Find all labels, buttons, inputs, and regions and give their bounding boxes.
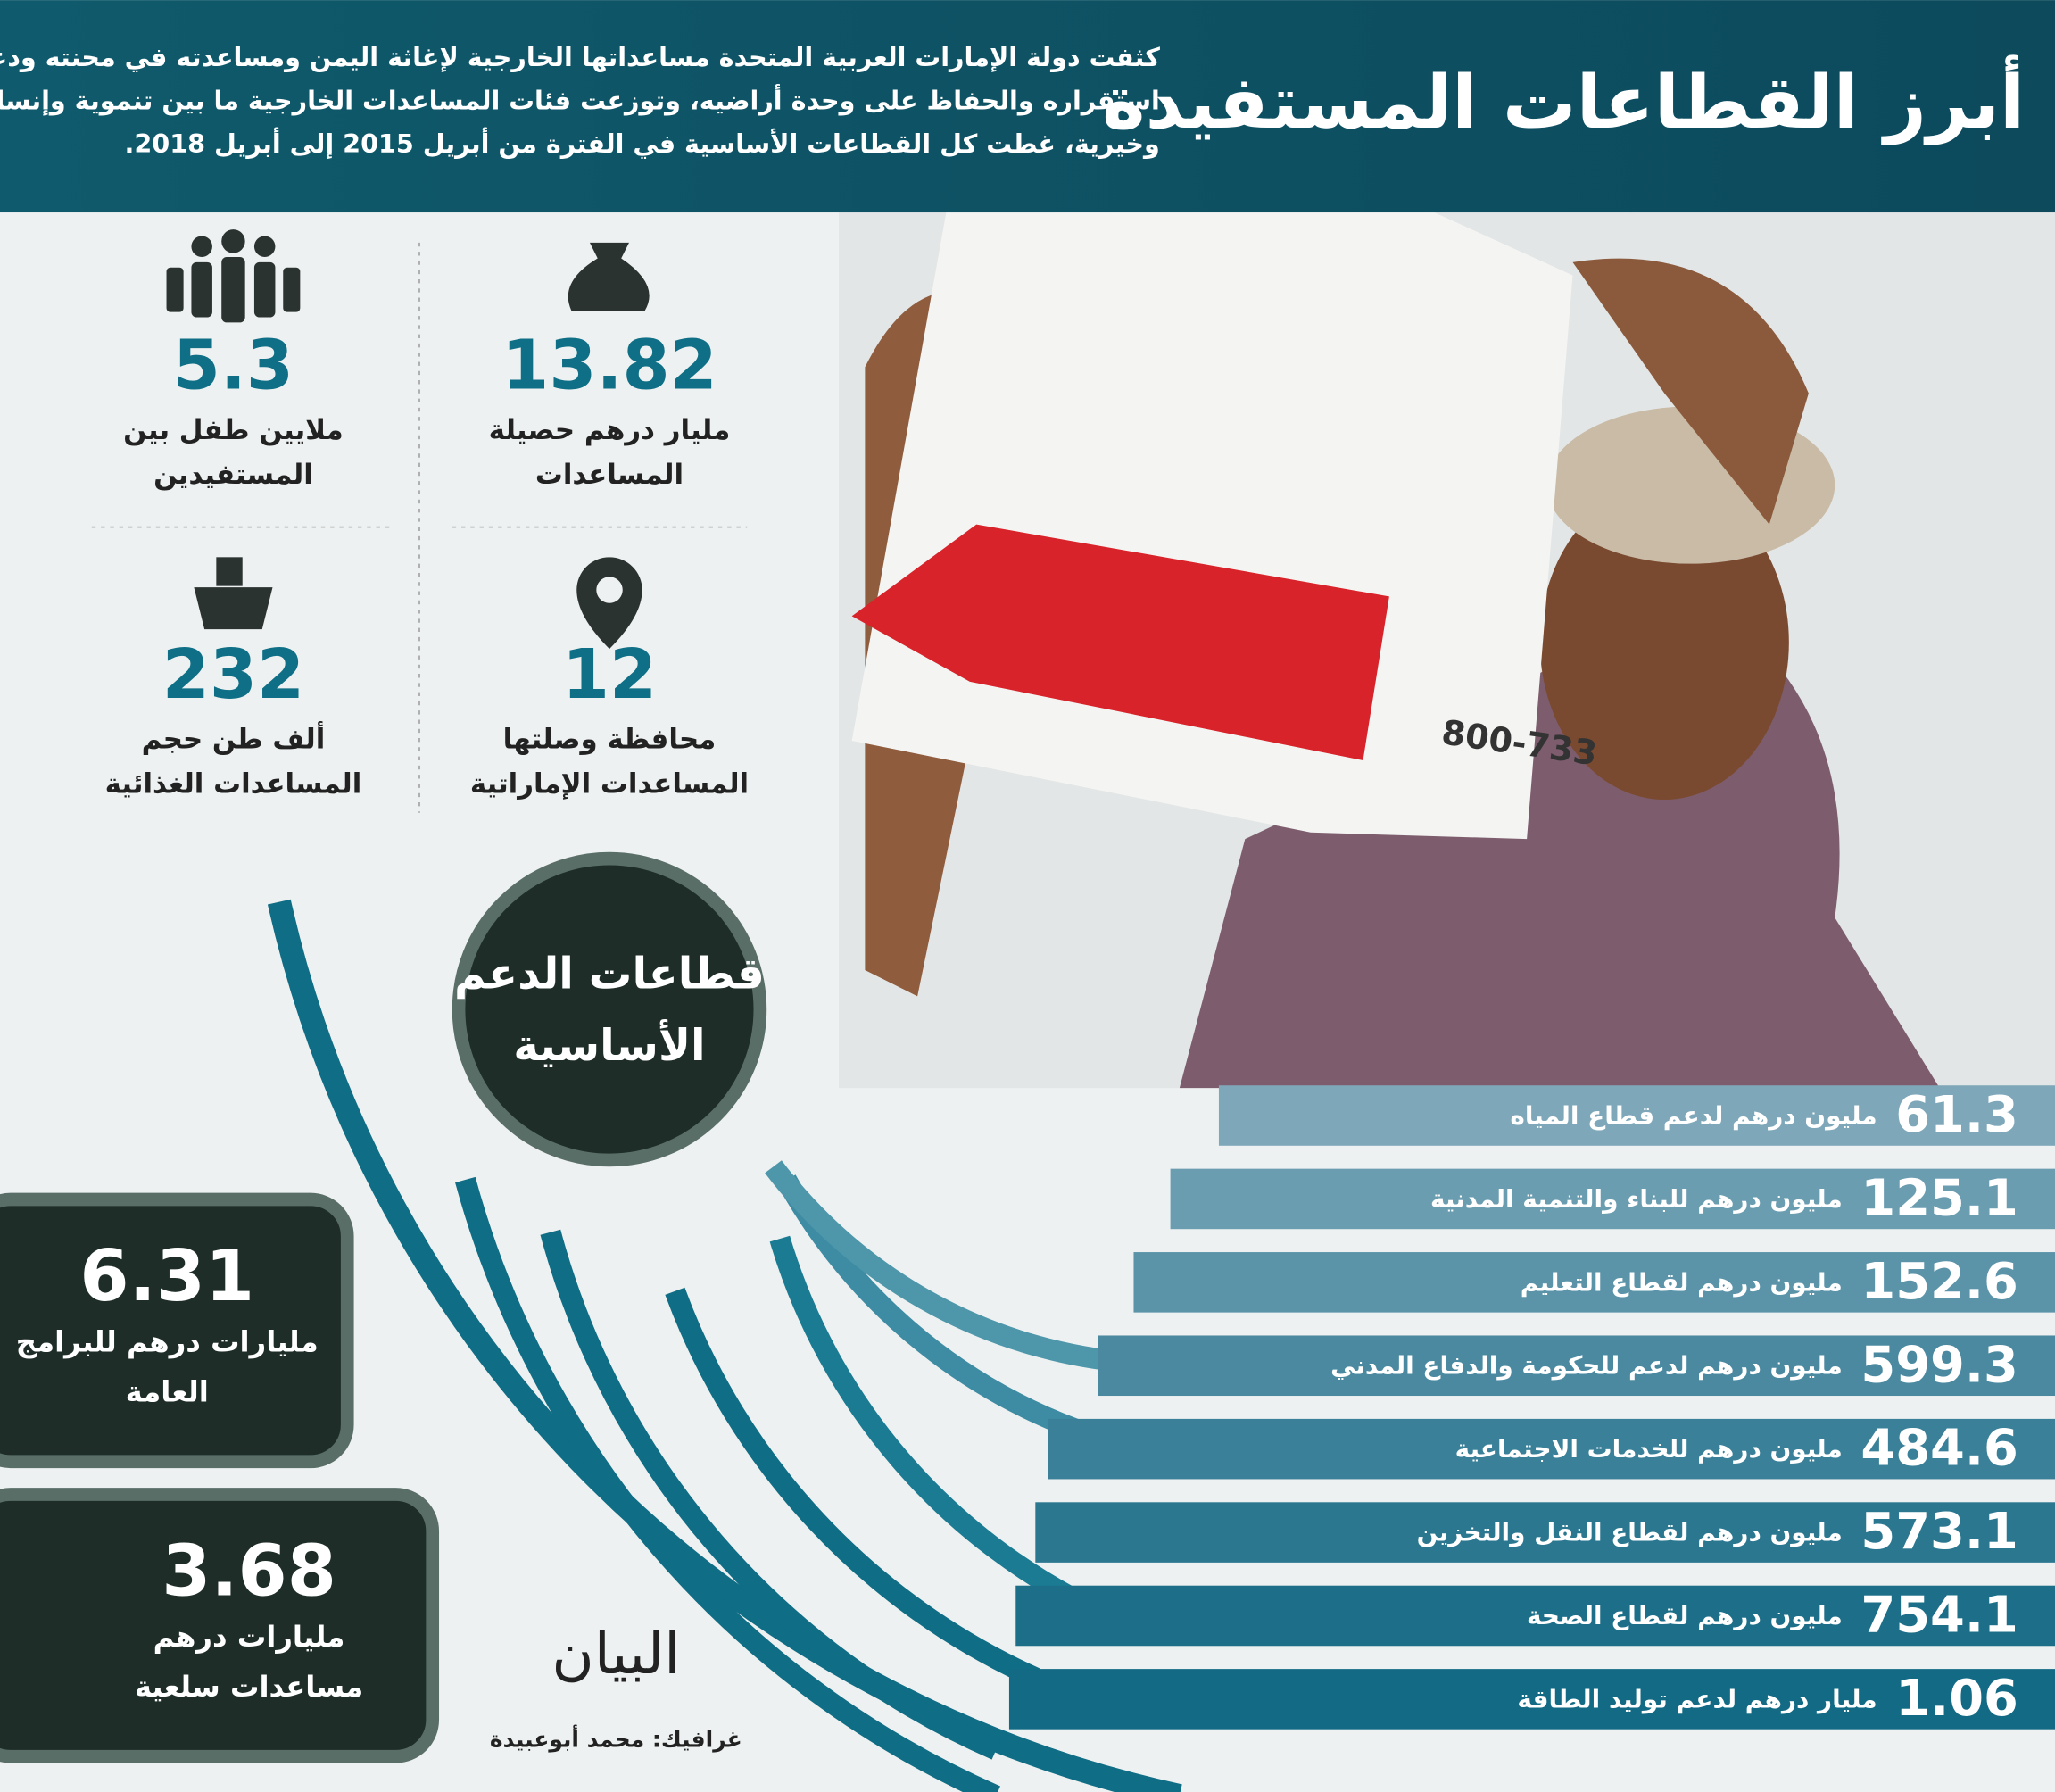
sector-label: مليون درهم للبناء والتنمية المدنية [1430, 1184, 1843, 1214]
stat-label: مليار درهم حصيلة [489, 414, 731, 446]
center-label: قطاعات الدعم [454, 949, 765, 999]
intro-line: وخيرية، غطت كل القطاعات الأساسية في الفت… [125, 127, 1160, 160]
sector-bar [1048, 1418, 2055, 1480]
stat-label: محافظة وصلتها [503, 723, 717, 755]
center-label: الأساسية [513, 1019, 705, 1071]
sector-value: 1.06 [1895, 1670, 2018, 1728]
sector-label: مليون درهم لقطاع التعليم [1521, 1267, 1843, 1297]
credit: غرافيك: محمد أبوعبيدة [490, 1725, 742, 1754]
total-label: مساعدات سلعية [135, 1670, 363, 1704]
sector-bar [1170, 1168, 2055, 1230]
stat-label: المستفيدين [153, 459, 313, 491]
stat-label: ملايين طفل بين [123, 414, 344, 446]
stat-label: المساعدات [535, 459, 684, 491]
sector-label: مليون درهم لقطاع الصحة [1527, 1601, 1843, 1630]
sector-label: مليون درهم لدعم قطاع المياه [1510, 1100, 1877, 1130]
sector-value: 152.6 [1860, 1253, 2018, 1311]
logo: البيان [551, 1621, 680, 1688]
total-label: العامة [126, 1374, 209, 1408]
sector-bar [1035, 1502, 2055, 1563]
icon [166, 229, 650, 650]
total-value: 3.68 [162, 1530, 336, 1613]
header-band [0, 0, 2055, 213]
sector-value: 61.3 [1895, 1086, 2018, 1144]
intro-line: استقراره والحفاظ على وحدة أراضيه، وتوزعت… [0, 84, 1160, 117]
sector-bar [1008, 1669, 2055, 1730]
stat-value: 232 [162, 635, 304, 715]
stat-label: المساعدات الغذائية [105, 767, 362, 800]
title: أبرز القطاعات المستفيدة [1102, 54, 2025, 145]
total-label: مليارات درهم [153, 1620, 345, 1654]
sector-bar [1218, 1085, 2055, 1146]
sector-bar [1015, 1585, 2055, 1647]
photo: 800-733 [839, 190, 2055, 1089]
stat-label: ألف طن حجم [142, 720, 326, 755]
sector-bar [1133, 1252, 2055, 1313]
total-label: مليارات درهم للبرامج [16, 1325, 319, 1359]
stat-value: 5.3 [173, 326, 294, 405]
intro-line: كثفت دولة الإمارات العربية المتحدة مساعد… [0, 42, 1160, 72]
sector-label: مليار درهم لدعم توليد الطاقة [1517, 1684, 1877, 1713]
total-box [0, 1488, 440, 1763]
sector-label: مليون درهم لقطاع النقل والتخزين [1417, 1518, 1843, 1547]
stat-label: المساعدات الإماراتية [470, 767, 749, 800]
stat-value: 12 [562, 635, 657, 715]
sector-value: 125.1 [1860, 1169, 2018, 1227]
sector-value: 573.1 [1860, 1503, 2018, 1561]
sector-label: مليون درهم للخدمات الاجتماعية [1455, 1434, 1843, 1464]
sector-value: 754.1 [1860, 1587, 2018, 1645]
total-box [0, 1192, 354, 1469]
sector-value: 484.6 [1860, 1420, 2018, 1478]
sector-label: مليون درهم لدعم للحكومة والدفاع المدني [1330, 1351, 1843, 1381]
center-circle [452, 851, 767, 1167]
total-value: 6.31 [79, 1234, 254, 1317]
sector-value: 599.3 [1860, 1336, 2018, 1394]
sector-bar [1098, 1335, 2055, 1397]
stat-value: 13.82 [501, 326, 717, 405]
decorative-arcs [267, 899, 1182, 1792]
